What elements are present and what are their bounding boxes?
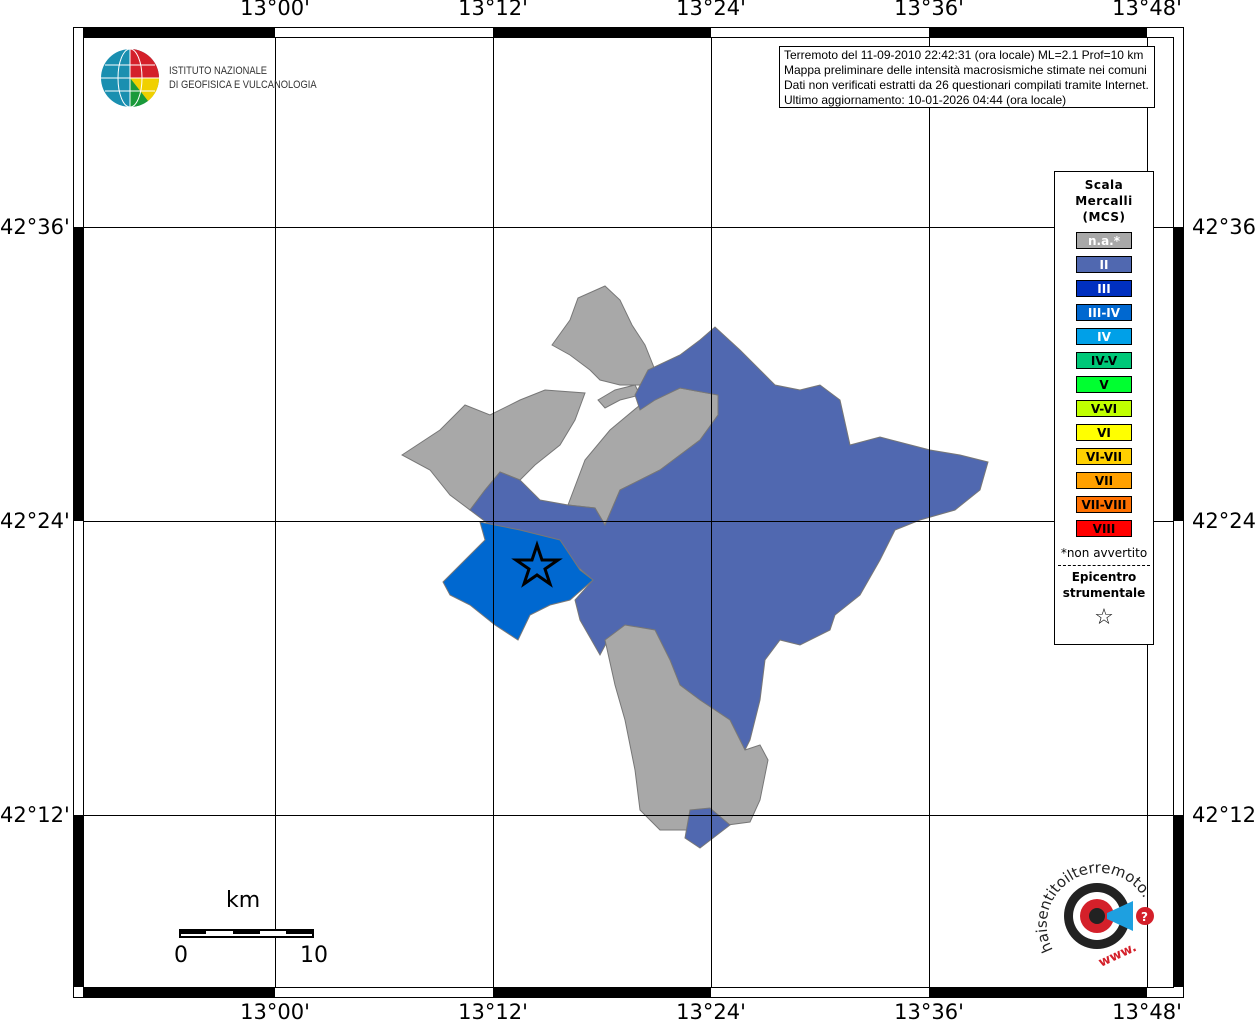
ingv-logo bbox=[101, 48, 160, 108]
star-icon: ☆ bbox=[1094, 605, 1114, 630]
lon-label-top: 13°00' bbox=[240, 0, 310, 20]
info-line: Ultimo aggiornamento: 10-01-2026 04:44 (… bbox=[784, 93, 1067, 107]
municipality-ii bbox=[684, 807, 731, 849]
legend-title-line: Scala bbox=[1084, 178, 1124, 192]
svg-text:?: ? bbox=[1141, 910, 1148, 924]
legend-swatch: VI-VII bbox=[1076, 448, 1132, 465]
lon-label-bottom: 13°12' bbox=[458, 1000, 528, 1024]
municipality-iii-iv bbox=[442, 521, 594, 641]
lat-label-left: 42°12' bbox=[0, 803, 70, 827]
scale-bar-graphic bbox=[179, 929, 314, 938]
event-info-box: Terremoto del 11-09-2010 22:42:31 (ora l… bbox=[779, 46, 1155, 108]
legend-swatch: III bbox=[1076, 280, 1132, 297]
epicenter-legend-title: Epicentro strumentale bbox=[1055, 569, 1153, 601]
legend-swatch: VI bbox=[1076, 424, 1132, 441]
haisentito-logo: haisentitoilterremoto.it ? www. bbox=[1035, 855, 1156, 971]
municipality-na bbox=[551, 285, 656, 386]
legend-divider bbox=[1058, 565, 1150, 566]
lon-label-top: 13°36' bbox=[894, 0, 964, 20]
lon-label-bottom: 13°24' bbox=[676, 1000, 746, 1024]
lat-label-right: 42°12' bbox=[1192, 803, 1256, 827]
scale-max: 10 bbox=[300, 943, 328, 968]
lon-label-top: 13°24' bbox=[676, 0, 746, 20]
legend-swatch: IV-V bbox=[1076, 352, 1132, 369]
legend-swatch: VIII bbox=[1076, 520, 1132, 537]
lat-label-left: 42°36' bbox=[0, 215, 70, 239]
legend-note: *non avvertito bbox=[1060, 546, 1148, 560]
lon-label-top: 13°12' bbox=[458, 0, 528, 20]
ingv-line: DI GEOFISICA E VULCANOLOGIA bbox=[169, 79, 317, 91]
legend-swatch: III-IV bbox=[1076, 304, 1132, 321]
legend-swatches: n.a.* II III III-IV IV IV-V V V-VI VI VI-VII VII VI… bbox=[1055, 232, 1153, 537]
lon-label-top: 13°48' bbox=[1112, 0, 1182, 20]
legend-swatch: VII bbox=[1076, 472, 1132, 489]
lat-label-left: 42°24' bbox=[0, 509, 70, 533]
info-line: Dati non verificati estratti da 26 quest… bbox=[784, 78, 1149, 92]
legend-title-line: (MCS) bbox=[1082, 210, 1126, 224]
lon-label-bottom: 13°48' bbox=[1112, 1000, 1182, 1024]
legend-swatch: VII-VIII bbox=[1076, 496, 1132, 513]
municipality-na bbox=[604, 624, 769, 831]
legend-swatch: V-VI bbox=[1076, 400, 1132, 417]
legend-swatch: n.a.* bbox=[1076, 232, 1132, 249]
lat-label-right: 42°24' bbox=[1192, 509, 1256, 533]
lon-label-bottom: 13°36' bbox=[894, 1000, 964, 1024]
ingv-line: ISTITUTO NAZIONALE bbox=[169, 65, 268, 77]
scale-unit: km bbox=[226, 888, 261, 913]
lon-label-bottom: 13°00' bbox=[240, 1000, 310, 1024]
epicenter-title-line: Epicentro bbox=[1071, 570, 1137, 584]
scale-min: 0 bbox=[174, 943, 188, 968]
legend-swatch: IV bbox=[1076, 328, 1132, 345]
epicenter-title-line: strumentale bbox=[1062, 586, 1146, 600]
municipalities bbox=[401, 285, 989, 849]
lat-label-right: 42°36' bbox=[1192, 215, 1256, 239]
ingv-logo-text: ISTITUTO NAZIONALE DI GEOFISICA E VULCAN… bbox=[169, 64, 317, 92]
mercalli-legend: Scala Mercalli (MCS) n.a.* II III III-IV IV I… bbox=[1054, 171, 1154, 645]
legend-title: Scala Mercalli (MCS) bbox=[1055, 177, 1153, 225]
legend-title-line: Mercalli bbox=[1075, 194, 1133, 208]
epicenter-star-icon bbox=[511, 540, 563, 588]
map-frame-outer bbox=[73, 27, 1184, 998]
info-line: Mappa preliminare delle intensità macros… bbox=[784, 63, 1147, 77]
legend-swatch: II bbox=[1076, 256, 1132, 273]
info-line: Terremoto del 11-09-2010 22:42:31 (ora l… bbox=[784, 48, 1144, 62]
legend-swatch: V bbox=[1076, 376, 1132, 393]
frame-ticks bbox=[74, 28, 1183, 997]
